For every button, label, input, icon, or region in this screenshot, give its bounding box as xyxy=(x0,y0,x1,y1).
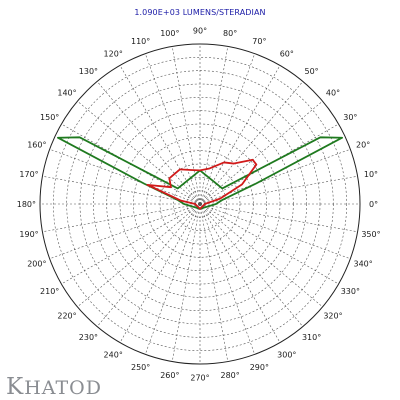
angle-tick-label: 40° xyxy=(326,88,340,97)
angle-tick-label: 250° xyxy=(131,363,150,372)
angle-tick-label: 110° xyxy=(131,37,150,46)
angle-tick-label: 90° xyxy=(193,26,207,35)
angle-tick-label: 190° xyxy=(19,230,38,239)
angle-tick-label: 300° xyxy=(277,350,296,359)
angle-tick-label: 100° xyxy=(160,29,179,38)
grid-spoke xyxy=(144,53,201,205)
angle-tick-label: 180° xyxy=(17,200,36,209)
grid-spoke xyxy=(49,203,201,260)
angle-tick-label: 50° xyxy=(304,67,318,76)
grid-spoke xyxy=(199,148,351,205)
angle-tick-label: 140° xyxy=(57,88,76,97)
angle-tick-label: 350° xyxy=(361,230,380,239)
grid-spoke xyxy=(199,100,323,205)
angle-tick-labels: 0° 10° 20° 30° 40° 50° 60° 70° 80° 90° 100° 110° 120… xyxy=(17,26,381,382)
angle-tick-label: 70° xyxy=(252,37,266,46)
angle-tick-label: 60° xyxy=(280,50,294,59)
grid-ring xyxy=(133,137,267,271)
series-line xyxy=(56,136,344,210)
angle-tick-label: 210° xyxy=(40,287,59,296)
angle-tick-label: 80° xyxy=(223,29,237,38)
grid-spoke xyxy=(199,53,256,205)
angle-tick-label: 130° xyxy=(79,67,98,76)
grid-spoke xyxy=(199,123,339,205)
grid-spoke xyxy=(199,203,339,285)
grid-spoke xyxy=(199,203,323,308)
grid-spoke xyxy=(199,65,281,205)
grid-spoke xyxy=(119,65,201,205)
angle-tick-label: 280° xyxy=(221,371,240,380)
angle-tick-label: 320° xyxy=(323,312,342,321)
grid-spoke xyxy=(199,203,281,343)
angle-tick-label: 220° xyxy=(57,312,76,321)
chart-title: 1.090E+03 LUMENS/STERADIAN xyxy=(134,8,266,17)
grid-spoke xyxy=(199,203,229,362)
grid-spoke xyxy=(171,46,201,205)
angle-tick-label: 20° xyxy=(356,141,370,150)
angle-tick-label: 160° xyxy=(27,141,46,150)
grid-spoke xyxy=(199,203,358,233)
angle-tick-label: 30° xyxy=(343,113,357,122)
angle-tick-label: 120° xyxy=(104,50,123,59)
grid-spoke xyxy=(96,81,201,205)
grid-spoke xyxy=(199,81,304,205)
brand-logo: KHATOD xyxy=(6,374,102,400)
grid-spoke xyxy=(171,203,201,362)
angle-tick-label: 330° xyxy=(341,287,360,296)
angle-tick-label: 340° xyxy=(353,259,372,268)
grid-ring xyxy=(93,97,307,311)
angle-tick-label: 270° xyxy=(190,374,209,383)
angle-tick-label: 200° xyxy=(27,259,46,268)
grid-spoke xyxy=(199,203,351,260)
angle-tick-label: 170° xyxy=(19,170,38,179)
grid-spoke xyxy=(144,203,201,355)
grid-spoke xyxy=(42,203,201,233)
grid-spoke xyxy=(77,100,201,205)
grid-spoke xyxy=(119,203,201,343)
angle-tick-label: 260° xyxy=(160,371,179,380)
grid-spoke xyxy=(61,203,201,285)
grid-spoke xyxy=(199,175,358,205)
angle-tick-label: 150° xyxy=(40,113,59,122)
grid-spoke xyxy=(199,203,304,327)
polar-grid xyxy=(39,43,361,365)
angle-tick-label: 0° xyxy=(369,200,378,209)
grid-spoke xyxy=(61,123,201,205)
grid-spoke xyxy=(77,203,201,308)
outer-ring xyxy=(39,43,361,365)
angle-tick-label: 10° xyxy=(364,170,378,179)
series-layer xyxy=(56,136,344,210)
angle-tick-label: 310° xyxy=(302,333,321,342)
series-line xyxy=(146,158,258,210)
grid-spoke xyxy=(49,148,201,205)
angle-tick-label: 240° xyxy=(104,350,123,359)
angle-tick-label: 290° xyxy=(250,363,269,372)
grid-spoke xyxy=(96,203,201,327)
grid-spoke xyxy=(42,175,201,205)
grid-spoke xyxy=(199,203,256,355)
grid-ring xyxy=(53,57,347,351)
angle-tick-label: 230° xyxy=(79,333,98,342)
grid-spoke xyxy=(199,46,229,205)
grid-ring xyxy=(173,177,227,231)
